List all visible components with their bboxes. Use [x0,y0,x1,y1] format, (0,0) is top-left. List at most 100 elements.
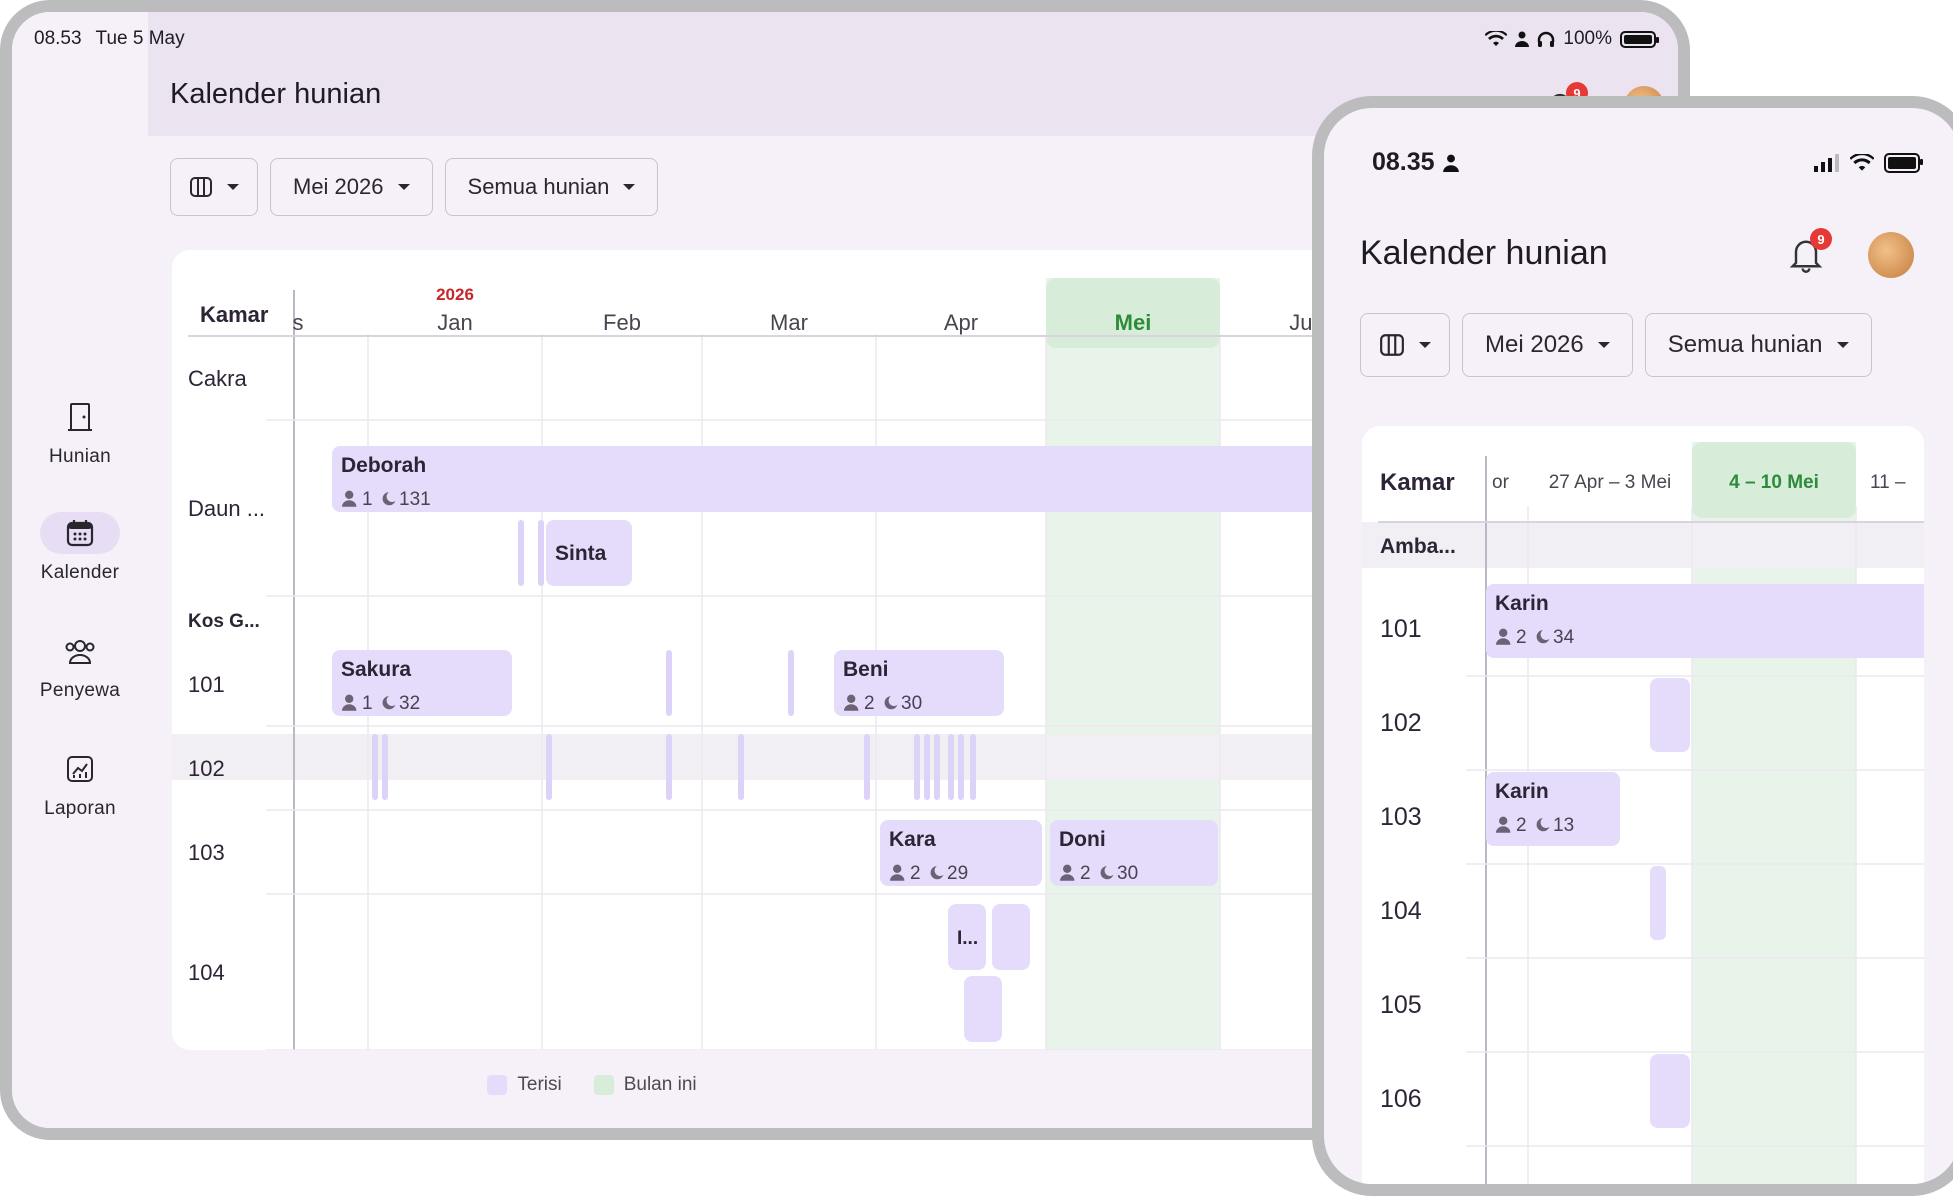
guest-name: Deborah [341,454,426,477]
notification-button[interactable]: 9 [1786,228,1832,274]
room-label: 102 [1380,709,1422,737]
month-select[interactable]: Mei 2026 [1462,313,1633,377]
columns-icon [1380,334,1404,356]
guest-icon [1060,864,1075,881]
status-time: 08.35 [1372,148,1435,176]
booking-bar-bg [1486,772,1620,846]
week-header: or [1492,472,1510,493]
room-label: 103 [188,840,225,865]
booking-bar[interactable]: Sinta [546,520,632,586]
navigation-rail: Hunian Kalender Penyewa Laporan [12,52,148,1128]
nights-count: 34 [1553,627,1575,648]
phone-frame: 08.35 Kalender hunian 9 Mei 2026 Semua h… [1312,96,1953,1196]
calendar-card: Kamar or 27 Apr – 3 Mei 4 – 10 Mei 11 – Amba.… [1362,426,1924,1184]
phone-status-bar: 08.35 [1372,148,1923,177]
month-select-value: Mei 2026 [293,174,384,199]
view-toggle-button[interactable] [170,158,258,216]
nights-count: 30 [1117,863,1138,884]
booking-bar[interactable]: Kara 2 29 [880,820,1042,886]
unit-filter-select[interactable]: Semua hunian [1644,313,1872,377]
booking-bar-thin [372,734,378,800]
group-label: Kos G... [188,611,260,632]
month-select-value: Mei 2026 [1485,331,1584,358]
booking-bar-thin [924,734,930,800]
chevron-down-icon [623,184,636,190]
guest-icon [1496,628,1511,645]
week-header: 4 – 10 Mei [1729,472,1819,493]
nav-item-laporan[interactable]: Laporan [12,748,148,820]
nights-count: 32 [399,693,420,714]
legend-swatch-this-month [593,1074,614,1095]
current-month-header [1046,278,1220,348]
booking-bar-short [964,976,1002,1042]
booking-bar[interactable]: Karin 2 34 [1486,584,1924,658]
occupancy-calendar: Kamar or 27 Apr – 3 Mei 4 – 10 Mei 11 – Amba.… [1362,442,1924,1184]
booking-bar-thin [970,734,976,800]
avatar[interactable] [1868,232,1914,278]
nights-icon [382,696,396,710]
unit-filter-value: Semua hunian [1667,331,1823,358]
month-header: Jan [437,310,472,335]
booking-bar-short [1650,678,1690,752]
month-header: Mar [770,310,808,335]
month-select[interactable]: Mei 2026 [270,158,433,216]
room-label: 106 [1380,1085,1422,1113]
guest-icon [1496,816,1511,833]
week-header: 11 – [1870,472,1906,493]
chevron-down-icon [397,184,410,190]
battery-icon [1620,30,1659,48]
nights-count: 13 [1553,815,1574,836]
nights-icon [1536,818,1550,832]
booking-bar[interactable]: Karin 2 13 [1486,772,1620,846]
guest-name: Kara [889,828,936,851]
guest-name: Karin [1495,780,1549,803]
nights-icon [1100,866,1114,880]
booking-bar-thin [948,734,954,800]
guest-name: Doni [1059,828,1106,851]
booking-bar[interactable]: Doni 2 30 [1050,820,1218,886]
room-label: 102 [188,756,225,781]
guest-icon [890,864,905,881]
legend-label: Terisi [517,1074,562,1095]
room-label: 101 [1380,615,1422,643]
guest-name: Sinta [555,542,607,565]
booking-bar-short [992,904,1030,970]
legend-swatch-occupied [487,1074,508,1095]
booking-bar-thin [538,520,544,586]
nav-label: Laporan [44,798,116,819]
guest-count: 2 [864,693,875,714]
wifi-icon [1850,153,1874,171]
chevron-down-icon [1597,342,1610,348]
nav-label: Kalender [40,562,120,583]
headphones-icon [1538,31,1555,47]
booking-bar-bg [1486,584,1924,658]
current-week-header [1692,442,1856,518]
booking-bar-bg [880,820,1042,886]
booking-bar-thin [958,734,964,800]
view-toggle-button[interactable] [1360,313,1450,377]
guest-count: 2 [1080,863,1091,884]
booking-bar-thin [934,734,940,800]
room-label: 101 [188,672,225,697]
booking-bar-bg [546,520,632,586]
current-month-band [1046,278,1220,1050]
room-label: 104 [188,960,225,985]
booking-bar-thin [546,734,552,800]
status-bar: 08.53 Tue 5 May 100% [34,24,1659,54]
nav-item-kalender[interactable]: Kalender [12,512,148,584]
booking-bar-bg [948,904,986,970]
battery-percent: 100% [1563,28,1612,49]
nav-item-hunian[interactable]: Hunian [12,396,148,468]
legend-item-this-month: Bulan ini [593,1074,697,1096]
booking-bar-thin [518,520,524,586]
booking-bar[interactable]: Sakura 1 32 [332,650,512,716]
unit-filter-select[interactable]: Semua hunian [444,158,659,216]
nav-item-penyewa[interactable]: Penyewa [12,630,148,702]
booking-bar[interactable]: Beni 2 30 [834,650,1004,716]
guest-icon [342,694,357,711]
booking-bar[interactable]: I... [948,904,986,970]
guest-count: 2 [910,863,921,884]
booking-bar-short [1650,866,1666,940]
room-column-header: Kamar [200,302,269,327]
room-label: 105 [1380,991,1422,1019]
